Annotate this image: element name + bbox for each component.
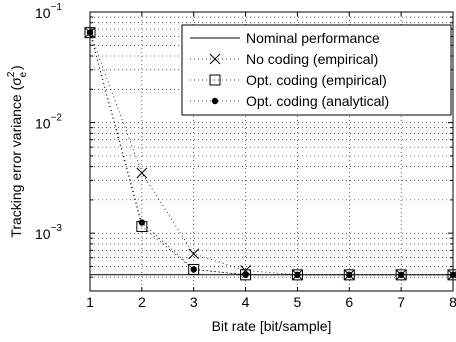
- x-tick-label: 6: [345, 294, 353, 310]
- series-marker: [346, 271, 353, 279]
- legend-label: Nominal performance: [246, 30, 380, 46]
- series-3: [86, 29, 456, 279]
- y-axis-label-main: Tracking error variance (: [8, 85, 24, 237]
- y-axis-label-symbol: σ: [8, 77, 24, 86]
- series-marker: [294, 271, 301, 279]
- x-tick-label: 2: [138, 294, 146, 310]
- plot-frame: [89, 11, 454, 292]
- x-tick-label: 7: [397, 294, 405, 310]
- x-tick-label: 1: [86, 294, 94, 310]
- y-axis-label-sup: 2: [6, 71, 17, 77]
- y-tick-label: 10−1: [35, 2, 62, 21]
- legend-box: [181, 24, 452, 116]
- ticks: 1 2 3 4 5 6 7 8 10−1 10−2 10−3: [35, 2, 456, 310]
- series-marker: [291, 269, 303, 281]
- series-marker: [240, 265, 251, 276]
- legend-entry: Nominal performance: [190, 30, 380, 46]
- series-marker: [138, 219, 146, 226]
- legend-entry: Opt. coding (analytical): [190, 93, 389, 109]
- series-marker: [190, 266, 197, 273]
- legend-entry: No coding (empirical): [190, 51, 378, 67]
- series-marker: [136, 167, 148, 179]
- grid: [90, 12, 453, 291]
- series-marker: [240, 269, 252, 281]
- y-tick-label: 10−3: [35, 223, 62, 242]
- series-marker: [395, 269, 407, 281]
- x-tick-label: 8: [449, 294, 456, 310]
- y-tick-label: 10−2: [35, 113, 62, 132]
- series-line: [89, 32, 453, 276]
- y-axis-label-close: ): [8, 65, 24, 70]
- x-axis-label: Bit rate [bit/sample]: [212, 318, 332, 334]
- y-axis-label-sub: e: [18, 72, 29, 78]
- legend-label: Opt. coding (analytical): [246, 93, 389, 109]
- series-marker: [242, 271, 249, 279]
- x-tick-label: 3: [190, 294, 198, 310]
- series-marker: [343, 269, 355, 281]
- legend-marker: [209, 74, 221, 86]
- series-marker: [188, 248, 200, 260]
- legend-marker: [209, 53, 221, 65]
- legend-label: Opt. coding (empirical): [246, 72, 387, 88]
- y-axis-label: Tracking error variance (σ2e): [6, 65, 29, 237]
- legend: Nominal performance No coding (empirical)…: [181, 24, 452, 116]
- x-tick-label: 5: [294, 294, 302, 310]
- series-marker: [188, 263, 200, 275]
- legend-label: No coding (empirical): [246, 51, 378, 67]
- legend-entry: Opt. coding (empirical): [190, 72, 387, 88]
- series-marker: [397, 271, 405, 279]
- legend-marker: [211, 97, 219, 105]
- x-tick-label: 4: [242, 294, 250, 310]
